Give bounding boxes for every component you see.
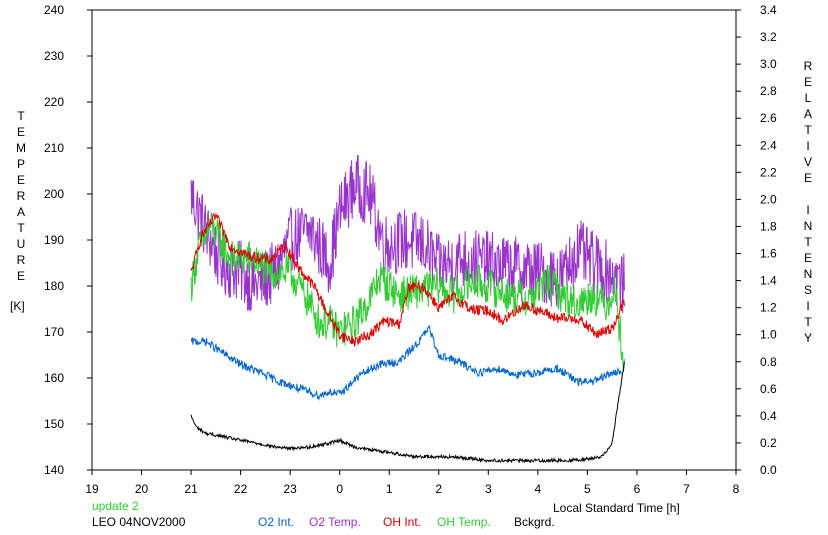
y-right-tick-label: 0.2 bbox=[760, 436, 777, 450]
y-left-tick-label: 170 bbox=[44, 325, 64, 339]
y-left-title-letter: R bbox=[17, 189, 26, 203]
y-right-tick-label: 1.8 bbox=[760, 219, 777, 233]
y-right-tick-label: 2.2 bbox=[760, 165, 777, 179]
y-left-tick-label: 240 bbox=[44, 3, 64, 17]
y-left-title-letter: M bbox=[16, 141, 26, 155]
x-tick-label: 22 bbox=[234, 482, 248, 496]
y-left-tick-label: 190 bbox=[44, 233, 64, 247]
legend-item: OH Int. bbox=[383, 515, 421, 529]
series-line-o2-int bbox=[190, 325, 622, 401]
y-right-title-letter: Y bbox=[804, 331, 812, 345]
y-left-tick-label: 140 bbox=[44, 463, 64, 477]
y-left-title-letter: P bbox=[17, 157, 25, 171]
y-left-title-letter: E bbox=[17, 269, 25, 283]
y-right-title-letter: I bbox=[806, 203, 809, 217]
x-tick-label: 20 bbox=[135, 482, 149, 496]
y-right-tick-label: 3.2 bbox=[760, 30, 777, 44]
x-tick-label: 4 bbox=[535, 482, 542, 496]
update-label: update 2 bbox=[92, 499, 139, 513]
y-right-title-letter: E bbox=[804, 251, 812, 265]
y-right-tick-label: 1.4 bbox=[760, 274, 777, 288]
y-right-tick-label: 2.0 bbox=[760, 192, 777, 206]
plot-frame bbox=[91, 9, 737, 471]
series-line-oh-int bbox=[190, 212, 625, 347]
x-tick-label: 7 bbox=[683, 482, 690, 496]
x-tick-label: 2 bbox=[435, 482, 442, 496]
x-tick-label: 5 bbox=[584, 482, 591, 496]
y-left-title-letter: R bbox=[17, 253, 26, 267]
legend-item: Bckgrd. bbox=[514, 515, 555, 529]
y-left-tick-label: 150 bbox=[44, 417, 64, 431]
x-tick-label: 1 bbox=[386, 482, 393, 496]
y-right-title-letter: I bbox=[806, 139, 809, 153]
x-tick-label: 0 bbox=[336, 482, 343, 496]
x-tick-label: 6 bbox=[634, 482, 641, 496]
y-right-title-letter: T bbox=[804, 315, 812, 329]
y-right-title-letter: E bbox=[804, 171, 812, 185]
x-tick-label: 8 bbox=[733, 482, 740, 496]
y-right-axis-ticks: 0.0 0.2 0.4 0.6 0.8 1.0 1.2 1.4 1.6 1.8 2.0 2.2 2.4 2… bbox=[736, 3, 777, 477]
y-right-title-letter: T bbox=[804, 235, 812, 249]
legend-item: O2 Temp. bbox=[309, 515, 361, 529]
y-right-title-letter: N bbox=[804, 267, 813, 281]
y-right-tick-label: 1.0 bbox=[760, 328, 777, 342]
x-tick-label: 21 bbox=[184, 482, 198, 496]
y-left-title-letter: A bbox=[17, 205, 25, 219]
series-group bbox=[190, 155, 625, 464]
y-left-title-letter: U bbox=[17, 237, 26, 251]
y-left-tick-label: 230 bbox=[44, 49, 64, 63]
y-left-tick-label: 200 bbox=[44, 187, 64, 201]
y-left-title-letter: T bbox=[17, 221, 25, 235]
y-right-tick-label: 3.0 bbox=[760, 57, 777, 71]
y-left-tick-label: 220 bbox=[44, 95, 64, 109]
x-tick-label: 3 bbox=[485, 482, 492, 496]
x-axis-ticks: 19 20 21 22 23 0 1 2 3 4 5 6 7 8 bbox=[85, 470, 740, 496]
y-right-title-letter: I bbox=[806, 299, 809, 313]
y-left-tick-label: 210 bbox=[44, 141, 64, 155]
y-right-tick-label: 0.0 bbox=[760, 463, 777, 477]
y-right-tick-label: 2.4 bbox=[760, 138, 777, 152]
y-right-title-letter: S bbox=[804, 283, 812, 297]
y-left-title-letter: E bbox=[17, 173, 25, 187]
y-right-tick-label: 2.8 bbox=[760, 84, 777, 98]
legend: O2 Int. O2 Temp. OH Int. OH Temp. Bckgrd. bbox=[258, 515, 555, 529]
y-right-title-letter: R bbox=[804, 59, 813, 73]
y-right-tick-label: 0.4 bbox=[760, 409, 777, 423]
y-left-tick-label: 160 bbox=[44, 371, 64, 385]
y-right-title-letter: V bbox=[804, 155, 812, 169]
station-date-label: LEO 04NOV2000 bbox=[92, 515, 186, 529]
y-right-title-letter: E bbox=[804, 75, 812, 89]
y-left-title-letter: T bbox=[17, 109, 25, 123]
y-right-tick-label: 3.4 bbox=[760, 3, 777, 17]
y-right-tick-label: 1.2 bbox=[760, 301, 777, 315]
y-right-title-letter: A bbox=[804, 107, 812, 121]
y-right-title-letter: T bbox=[804, 123, 812, 137]
series-line-o2-temp bbox=[190, 155, 625, 314]
legend-item: OH Temp. bbox=[437, 515, 491, 529]
y-right-tick-label: 2.6 bbox=[760, 111, 777, 125]
y-right-tick-label: 0.8 bbox=[760, 355, 777, 369]
y-right-title-letter: L bbox=[805, 91, 812, 105]
y-left-unit-label: [K] bbox=[10, 299, 25, 313]
x-axis-title: Local Standard Time [h] bbox=[553, 501, 680, 515]
y-right-tick-label: 0.6 bbox=[760, 382, 777, 396]
y-left-tick-label: 180 bbox=[44, 279, 64, 293]
y-right-title-letter: N bbox=[804, 219, 813, 233]
series-line-bckgrd bbox=[190, 361, 625, 464]
legend-item: O2 Int. bbox=[258, 515, 294, 529]
y-left-title-letter: E bbox=[17, 125, 25, 139]
y-right-tick-label: 1.6 bbox=[760, 247, 777, 261]
x-tick-label: 19 bbox=[85, 482, 99, 496]
x-tick-label: 23 bbox=[283, 482, 297, 496]
y-left-axis-ticks: 140 150 160 170 180 190 200 210 220 230 240 bbox=[44, 3, 92, 477]
